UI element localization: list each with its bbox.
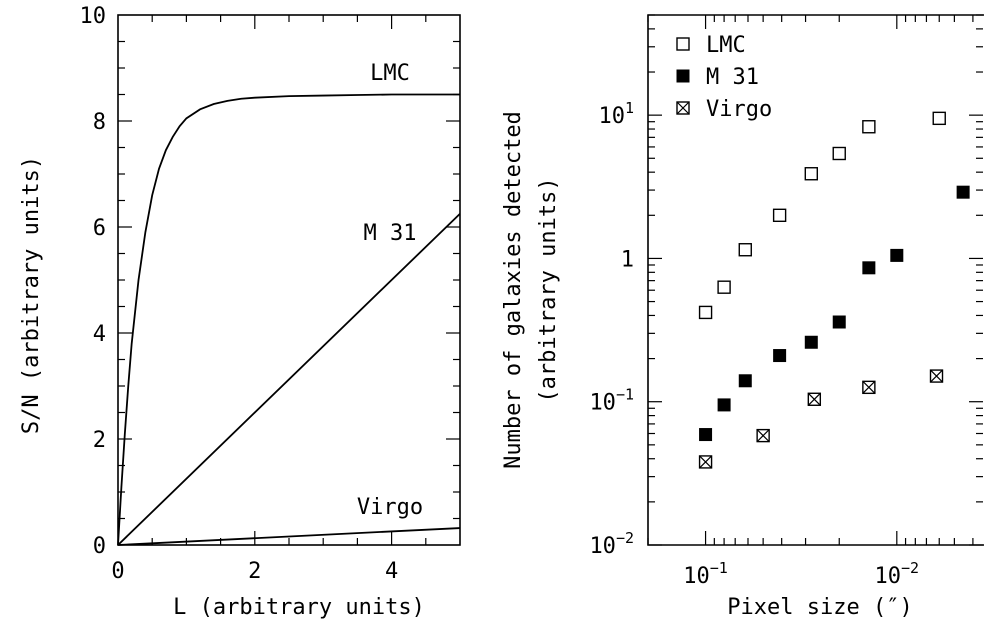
left-y-tick-label: 6 [93,216,106,241]
left-x-tick-label: 2 [248,559,261,584]
point-m-31 [956,185,970,199]
right-x-tick-label: 10−1 [683,559,728,589]
point-lmc-shape [862,120,876,134]
right-x-tick-label: 10−2 [875,559,920,589]
left-panel-sn-vs-l: 0 2 4 0 2 4 6 8 10 L (arbitrary units) S/N (arbitr… [19,4,461,620]
point-lmc [698,305,713,320]
point-lmc-shape [772,208,787,223]
right-y-tick-label: 1 [621,247,634,272]
right-x-axis-label: Pixel size (″) [727,595,912,620]
point-m-31-shape [832,315,846,329]
legend-label-virgo: Virgo [706,97,772,122]
point-m-31 [738,374,752,388]
point-virgo-cross-b [807,392,821,406]
point-virgo-cross-b [862,380,876,394]
right-y-tick-label: 10−1 [589,386,634,416]
point-virgo-cross-b [756,429,770,443]
point-m-31-shape [738,374,752,388]
point-lmc-shape [804,167,818,181]
curve-lmc [117,93,460,546]
right-y-axis-label-line2: (arbitrary units) [536,177,561,402]
right-y-tick-label: 10−2 [589,529,634,559]
curve-label-virgo: Virgo [357,495,423,520]
point-m-31-shape [699,428,713,442]
point-lmc [862,120,876,134]
legend-marker-lmc [676,37,690,51]
point-virgo [929,369,944,383]
point-lmc [738,243,752,257]
curve-m-31 [117,213,461,546]
point-m-31 [890,248,904,262]
curve-label-m-31: M 31 [364,221,417,246]
point-m-31 [862,261,876,275]
point-lmc-shape [832,146,846,161]
point-virgo-cross-b [930,369,943,383]
curve-virgo [117,527,461,546]
left-y-tick-label: 8 [93,110,106,135]
point-m-31-shape [862,261,876,275]
legend-marker-m-31-shape [676,69,690,83]
legend-marker-m-31 [676,69,690,83]
point-m-31 [717,398,731,412]
left-y-axis-label: S/N (arbitrary units) [19,156,44,434]
point-lmc [832,146,846,161]
legend-marker-virgo-cross-b [676,101,690,115]
point-m-31-shape [717,398,731,412]
point-lmc-shape [717,280,731,294]
left-x-tick-label: 4 [385,559,398,584]
point-m-31-shape [890,248,904,262]
point-m-31-shape [804,335,818,349]
point-lmc [932,111,946,126]
point-virgo [698,455,713,469]
legend-marker-virgo [676,101,690,115]
legend-marker-lmc-shape [676,37,690,51]
legend-label-m-31: M 31 [706,65,759,90]
left-y-tick-label: 0 [93,534,106,559]
point-lmc-shape [698,305,713,320]
point-lmc [804,167,818,181]
point-virgo-cross-b [699,455,712,469]
right-panel-galaxies-vs-pixel-size: 10−1 10−2 10−2 10−1 1 101 Pixel size (″) Number… [501,14,984,620]
point-lmc-shape [932,111,946,126]
left-y-tick-label: 4 [93,322,106,347]
point-virgo [862,380,876,395]
left-y-tick-label: 2 [93,428,106,453]
right-plot-frame [647,14,984,546]
left-y-tick-label: 10 [80,4,107,29]
point-lmc [772,208,787,223]
point-lmc [717,280,731,294]
curve-label-lmc: LMC [370,61,410,86]
point-lmc-shape [738,243,752,257]
legend-label-lmc: LMC [706,33,746,58]
point-m-31-shape [773,349,787,363]
point-virgo [756,428,770,443]
left-x-axis-label: L (arbitrary units) [173,595,425,620]
point-m-31 [832,315,846,329]
point-m-31-shape [956,185,970,199]
point-m-31 [773,349,787,363]
right-y-axis-label-line1: Number of galaxies detected [501,111,526,469]
point-m-31 [699,428,713,442]
point-m-31 [804,335,818,349]
right-y-tick-label: 101 [598,99,634,129]
left-x-tick-label: 0 [111,559,124,584]
point-virgo [807,392,822,406]
